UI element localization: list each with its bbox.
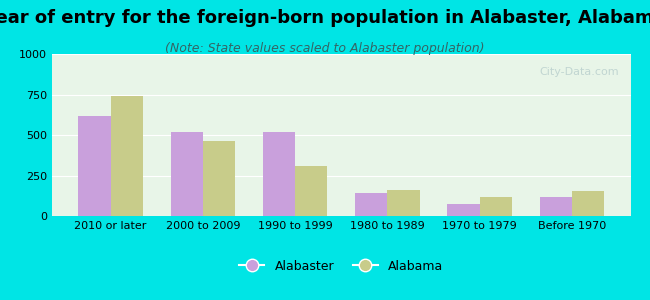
Text: Year of entry for the foreign-born population in Alabaster, Alabama: Year of entry for the foreign-born popul… [0, 9, 650, 27]
Bar [170, 132, 203, 216]
Bar [263, 132, 295, 216]
Text: City-Data.com: City-Data.com [540, 67, 619, 77]
Bar [447, 204, 480, 216]
Bar [203, 142, 235, 216]
Bar [111, 96, 143, 216]
Bar [355, 193, 387, 216]
Bar [572, 191, 604, 216]
Text: (Note: State values scaled to Alabaster population): (Note: State values scaled to Alabaster … [165, 42, 485, 55]
Bar [540, 197, 572, 216]
Bar [387, 190, 420, 216]
Legend: Alabaster, Alabama: Alabaster, Alabama [235, 255, 448, 278]
Bar [480, 196, 512, 216]
Bar [295, 166, 328, 216]
Bar [78, 116, 111, 216]
